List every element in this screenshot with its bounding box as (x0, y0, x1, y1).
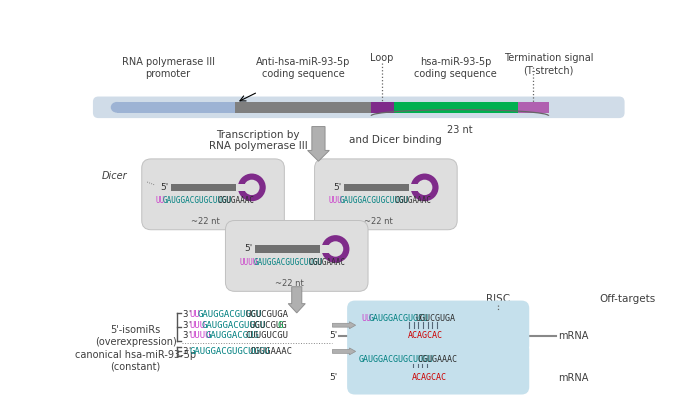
Bar (255, 245, 323, 253)
FancyArrow shape (332, 348, 356, 355)
Text: Loop: Loop (370, 53, 393, 64)
Bar (172, 183, 239, 191)
Text: UU: UU (155, 196, 165, 205)
FancyBboxPatch shape (347, 342, 529, 394)
Bar (409, 183, 419, 191)
Ellipse shape (111, 102, 123, 113)
Text: 5': 5' (330, 373, 338, 382)
Text: ~22 nt: ~22 nt (274, 279, 303, 288)
Text: GAUGGACGUG: GAUGGACGUG (205, 332, 259, 340)
Bar (344, 183, 412, 191)
Text: 5'-isomiRs
(overexpression): 5'-isomiRs (overexpression) (94, 325, 176, 347)
Text: GAUGGACGUGCUUGU: GAUGGACGUGCUUGU (189, 347, 270, 356)
Text: RNA polymerase III
promoter: RNA polymerase III promoter (122, 57, 215, 79)
Circle shape (238, 173, 266, 201)
Text: G: G (278, 321, 283, 330)
Text: 3': 3' (182, 310, 192, 319)
FancyBboxPatch shape (347, 301, 529, 353)
Circle shape (328, 241, 343, 257)
Circle shape (417, 180, 433, 195)
Text: UUU: UUU (328, 196, 342, 205)
Text: UGUCGUGA: UGUCGUGA (246, 310, 288, 319)
Text: CGUGAAAC: CGUGAAAC (417, 355, 457, 364)
Text: 5': 5' (244, 244, 253, 254)
Bar (517, 102, 549, 113)
Bar (237, 183, 246, 191)
Text: hsa-miR-93-5p
coding sequence: hsa-miR-93-5p coding sequence (414, 57, 497, 79)
Text: GAUGGACGUGCUUGU: GAUGGACGUGCUUGU (358, 355, 434, 364)
FancyBboxPatch shape (141, 159, 284, 230)
Bar (371, 102, 393, 113)
Text: GAUGGACGUGCU: GAUGGACGUGCU (369, 314, 429, 323)
Text: CGUGAAAC: CGUGAAAC (218, 196, 255, 205)
Text: Termination signal
(T-stretch): Termination signal (T-stretch) (504, 53, 594, 75)
Text: and Dicer binding: and Dicer binding (349, 135, 442, 145)
FancyArrow shape (288, 287, 305, 313)
Text: 5': 5' (330, 332, 338, 340)
Text: UUU: UUU (189, 321, 205, 330)
Text: GAUGGACGUGCUUGU: GAUGGACGUGCUUGU (163, 196, 232, 205)
Text: GAUGGACGUGCU: GAUGGACGUGCU (201, 321, 265, 330)
Text: UGUCGUGA: UGUCGUGA (415, 314, 455, 323)
Text: Anti-hsa-miR-93-5p
coding sequence: Anti-hsa-miR-93-5p coding sequence (256, 57, 350, 79)
Text: CGUGAAAC: CGUGAAAC (249, 347, 293, 356)
FancyBboxPatch shape (225, 221, 368, 291)
FancyArrow shape (307, 126, 329, 161)
Text: 3': 3' (182, 347, 192, 356)
Text: UUUU: UUUU (189, 332, 211, 340)
Text: RISC: RISC (486, 294, 510, 304)
Text: UGUCGUG: UGUCGUG (249, 321, 287, 330)
Text: ~22 nt: ~22 nt (191, 217, 220, 226)
Text: 5': 5' (160, 183, 169, 192)
Circle shape (411, 173, 439, 201)
Circle shape (244, 180, 260, 195)
Text: Dicer: Dicer (102, 171, 128, 181)
Text: CUUGUCGU: CUUGUCGU (246, 332, 288, 340)
Circle shape (321, 235, 349, 263)
Text: CGUGAAAC: CGUGAAAC (394, 196, 431, 205)
Text: CGUGAAAC: CGUGAAAC (309, 258, 346, 266)
Text: Transcription by
RNA polymerase III: Transcription by RNA polymerase III (209, 130, 307, 151)
Text: ACAGCAC: ACAGCAC (407, 332, 442, 340)
Text: ~22 nt: ~22 nt (364, 217, 393, 226)
Bar (393, 102, 517, 113)
Text: 23 nt: 23 nt (447, 125, 473, 135)
Text: 3': 3' (182, 332, 192, 340)
Bar (234, 102, 371, 113)
Text: GAUGGACGUGCUUGU: GAUGGACGUGCUUGU (340, 196, 409, 205)
Text: UU: UU (189, 310, 199, 319)
Text: GAUGGACGUGCU: GAUGGACGUGCU (197, 310, 262, 319)
Text: 3': 3' (182, 321, 192, 330)
Text: UUUU: UUUU (239, 258, 258, 266)
Text: 5': 5' (333, 183, 342, 192)
Text: mRNA: mRNA (558, 331, 588, 341)
Text: GAUGGACGUGCUUGU: GAUGGACGUGCUUGU (254, 258, 323, 266)
Bar (117, 102, 234, 113)
FancyBboxPatch shape (314, 159, 457, 230)
Text: ACAGCAC: ACAGCAC (412, 373, 447, 382)
Bar (320, 245, 330, 253)
Text: canonical hsa-miR-93-5p
(constant): canonical hsa-miR-93-5p (constant) (75, 350, 196, 371)
Text: Off-targets: Off-targets (599, 294, 655, 304)
FancyArrow shape (332, 322, 356, 329)
Text: mRNA: mRNA (558, 373, 588, 382)
FancyBboxPatch shape (93, 97, 624, 118)
Text: UU: UU (361, 314, 371, 323)
